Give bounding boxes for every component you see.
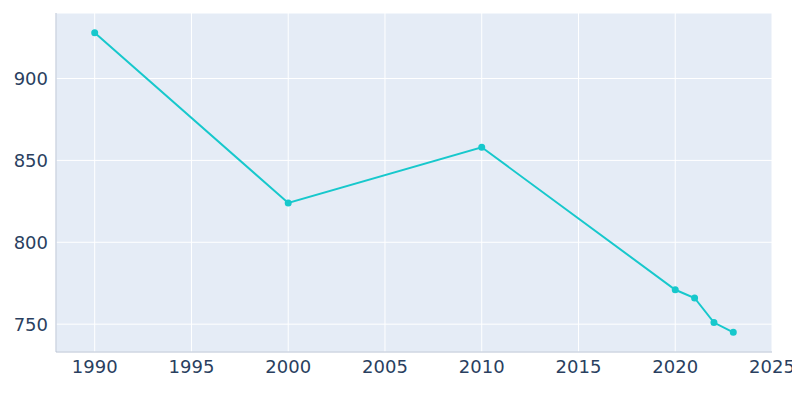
svg-text:2020: 2020 [652, 356, 698, 377]
svg-text:750: 750 [14, 314, 48, 335]
svg-text:2015: 2015 [556, 356, 602, 377]
svg-text:1995: 1995 [169, 356, 215, 377]
svg-text:800: 800 [14, 232, 48, 253]
svg-text:900: 900 [14, 68, 48, 89]
svg-text:2005: 2005 [362, 356, 408, 377]
svg-text:850: 850 [14, 150, 48, 171]
svg-text:2025: 2025 [749, 356, 792, 377]
svg-text:1990: 1990 [72, 356, 118, 377]
svg-text:2010: 2010 [459, 356, 505, 377]
svg-text:2000: 2000 [265, 356, 311, 377]
